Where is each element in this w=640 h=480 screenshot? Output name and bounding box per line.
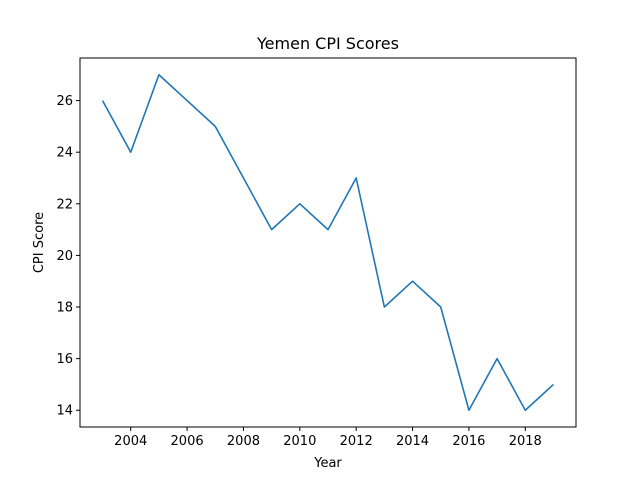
x-tick-label: 2010 [283, 434, 316, 449]
series-line-0 [101, 73, 554, 412]
y-axis-ticks: 14 16 18 20 22 24 26 [56, 94, 80, 419]
chart-title: Yemen CPI Scores [256, 34, 399, 53]
y-axis-label: CPI Score [32, 212, 47, 273]
x-tick-label: 2004 [114, 434, 147, 449]
plot-area-frame [79, 57, 577, 428]
x-tick-label: 2018 [509, 434, 542, 449]
x-axis-label: Year [313, 456, 342, 471]
y-tick-label: 24 [56, 146, 73, 161]
x-tick-label: 2006 [171, 434, 204, 449]
y-tick-label: 16 [56, 352, 73, 367]
x-tick-label: 2012 [340, 434, 373, 449]
x-tick-label: 2014 [396, 434, 429, 449]
x-axis-ticks: 2004 2006 2008 2010 2012 2014 2016 2018 [114, 427, 542, 449]
series-group [101, 73, 554, 412]
x-tick-label: 2016 [452, 434, 485, 449]
y-tick-label: 14 [56, 404, 73, 419]
y-tick-label: 20 [56, 249, 73, 264]
y-tick-label: 18 [56, 301, 73, 316]
y-tick-label: 22 [56, 197, 73, 212]
y-tick-label: 26 [56, 94, 73, 109]
x-tick-label: 2008 [227, 434, 260, 449]
